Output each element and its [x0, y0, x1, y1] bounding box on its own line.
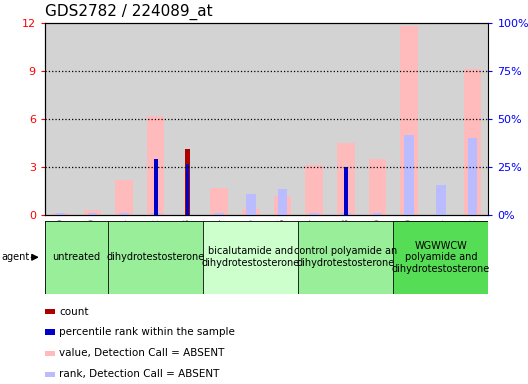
Bar	[147, 116, 165, 215]
Bar	[369, 159, 386, 215]
Bar	[203, 23, 235, 215]
Bar	[45, 309, 54, 314]
Bar	[274, 196, 291, 215]
Bar	[468, 138, 477, 215]
Bar	[119, 213, 129, 215]
Bar	[362, 23, 393, 215]
Bar	[108, 221, 203, 294]
Text: rank, Detection Call = ABSENT: rank, Detection Call = ABSENT	[59, 369, 220, 379]
Bar	[298, 221, 393, 294]
Bar	[185, 164, 190, 215]
Bar	[115, 180, 133, 215]
Bar	[457, 23, 488, 215]
Text: control polyamide an
dihydrotestosterone: control polyamide an dihydrotestosterone	[294, 247, 398, 268]
Bar	[400, 26, 418, 215]
Bar	[393, 23, 425, 215]
Bar	[108, 23, 140, 215]
Bar	[246, 194, 256, 215]
Bar	[88, 213, 97, 215]
Text: bicalutamide and
dihydrotestosterone: bicalutamide and dihydrotestosterone	[202, 247, 300, 268]
Bar	[464, 70, 482, 215]
Bar	[305, 166, 323, 215]
Text: WGWWCW
polyamide and
dihydrotestosterone: WGWWCW polyamide and dihydrotestosterone	[392, 241, 490, 274]
Text: agent: agent	[1, 252, 30, 262]
Bar	[425, 23, 457, 215]
Bar	[52, 214, 69, 215]
Bar	[210, 188, 228, 215]
Bar	[140, 23, 172, 215]
Bar	[267, 23, 298, 215]
Bar	[45, 329, 54, 334]
Bar	[56, 213, 65, 215]
Bar	[45, 221, 108, 294]
Bar	[203, 221, 298, 294]
Bar	[45, 23, 77, 215]
Bar	[393, 221, 488, 294]
Bar	[214, 213, 224, 215]
Text: percentile rank within the sample: percentile rank within the sample	[59, 327, 235, 337]
Bar	[172, 23, 203, 215]
Bar	[45, 351, 54, 356]
Bar	[373, 213, 382, 215]
Bar	[278, 189, 287, 215]
Bar	[45, 372, 54, 377]
Text: untreated: untreated	[52, 252, 101, 262]
Bar	[77, 23, 108, 215]
Text: count: count	[59, 307, 89, 317]
Bar	[344, 167, 348, 215]
Bar	[337, 143, 355, 215]
Bar	[309, 213, 319, 215]
Text: GDS2782 / 224089_at: GDS2782 / 224089_at	[45, 4, 212, 20]
Text: dihydrotestosterone: dihydrotestosterone	[107, 252, 205, 262]
Bar	[436, 185, 446, 215]
Bar	[341, 213, 351, 215]
Bar	[185, 149, 190, 215]
Bar	[235, 23, 267, 215]
Bar	[151, 213, 161, 215]
Bar	[404, 135, 414, 215]
Text: value, Detection Call = ABSENT: value, Detection Call = ABSENT	[59, 348, 224, 358]
Bar	[154, 159, 158, 215]
Bar	[242, 209, 259, 215]
Bar	[298, 23, 330, 215]
Bar	[330, 23, 362, 215]
Bar	[83, 210, 101, 215]
